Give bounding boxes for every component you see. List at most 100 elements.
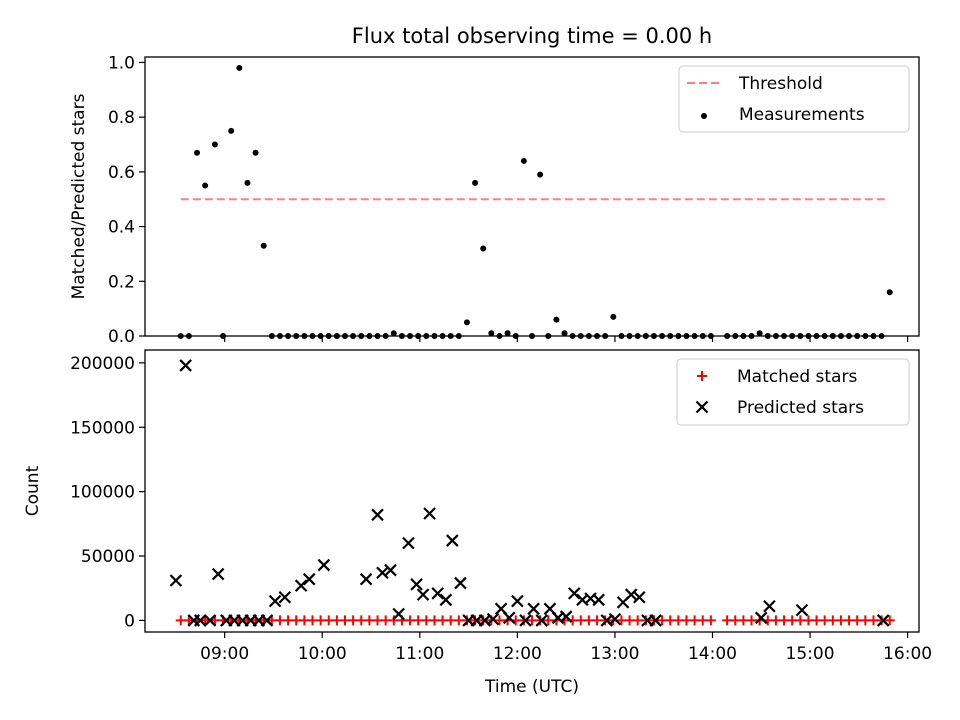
predicted-point bbox=[317, 558, 331, 572]
measurement-point bbox=[398, 333, 405, 339]
measurement-point bbox=[748, 333, 755, 339]
measurement-point bbox=[537, 171, 544, 178]
measurement-point bbox=[455, 333, 462, 339]
predicted-point bbox=[169, 574, 183, 587]
measurement-point bbox=[342, 333, 349, 339]
measurement-point bbox=[854, 333, 861, 339]
y-tick-label: 100000 bbox=[70, 483, 135, 503]
measurement-point bbox=[415, 333, 422, 339]
measurement-point bbox=[602, 333, 609, 339]
measurement-point bbox=[431, 333, 438, 339]
predicted-point bbox=[649, 614, 662, 627]
predicted-point bbox=[439, 593, 453, 607]
measurement-point bbox=[366, 333, 373, 339]
x-tick-label: 15:00 bbox=[786, 644, 835, 664]
predicted-point bbox=[519, 614, 532, 627]
y-tick-label: 0 bbox=[124, 611, 135, 631]
predicted-point bbox=[511, 594, 524, 608]
measurement-point bbox=[699, 333, 706, 339]
measurement-point bbox=[813, 333, 820, 339]
measurement-point bbox=[252, 149, 259, 156]
predicted-point bbox=[359, 572, 373, 586]
x-tick-label: 09:00 bbox=[200, 644, 249, 664]
y-tick-label: 1.0 bbox=[108, 53, 135, 73]
x-tick-label: 14:00 bbox=[688, 644, 737, 664]
measurement-point bbox=[878, 333, 885, 339]
measurement-point bbox=[194, 149, 201, 156]
predicted-point bbox=[763, 599, 776, 613]
measurement-point bbox=[862, 333, 869, 339]
measurement-point bbox=[764, 333, 771, 339]
measurement-point bbox=[202, 182, 209, 189]
measurement-point bbox=[390, 330, 397, 337]
measurement-point bbox=[333, 333, 340, 339]
measurement-point bbox=[650, 333, 657, 339]
predicted-point bbox=[211, 567, 225, 581]
x-tick-label: 12:00 bbox=[493, 644, 542, 664]
measurement-point bbox=[610, 313, 617, 320]
measurement-point bbox=[724, 333, 731, 339]
measurement-point bbox=[667, 333, 674, 339]
measurement-point bbox=[789, 333, 796, 339]
measurement-point bbox=[642, 333, 649, 339]
predicted-point bbox=[567, 587, 581, 600]
y-tick-label: 50000 bbox=[81, 547, 135, 567]
predicted-point bbox=[302, 572, 316, 586]
y-axis-label: Matched/Predicted stars bbox=[69, 93, 89, 299]
measurement-point bbox=[472, 179, 479, 186]
ratio-panel: 0.0 0.2 0.4 0.6 0.8 1.0 Matched/Predicted star… bbox=[69, 53, 920, 347]
measurement-point bbox=[260, 242, 267, 249]
predicted-point bbox=[402, 536, 415, 550]
legend-measurement-swatch bbox=[701, 113, 707, 119]
measurement-point bbox=[545, 333, 552, 339]
legend-box bbox=[678, 65, 910, 133]
measurement-point bbox=[301, 333, 308, 339]
matched-point bbox=[884, 615, 895, 626]
measurement-point bbox=[740, 333, 747, 339]
measurement-point bbox=[683, 333, 690, 339]
measurement-point bbox=[870, 333, 877, 339]
plot-frame bbox=[144, 349, 920, 633]
predicted-point bbox=[592, 593, 605, 607]
measurement-point bbox=[569, 333, 576, 339]
measurement-point bbox=[220, 333, 227, 339]
legend-label: Measurements bbox=[739, 105, 865, 125]
measurement-point bbox=[585, 333, 592, 339]
count-panel: 09:00 10:00 11:00 12:00 13:00 14:00 15:00 16:00… bbox=[23, 349, 932, 697]
measurement-point bbox=[561, 330, 568, 337]
measurement-point bbox=[236, 64, 243, 71]
predicted-point bbox=[384, 563, 397, 577]
measurement-point bbox=[480, 245, 487, 252]
measurement-point bbox=[846, 333, 853, 339]
measurement-point bbox=[407, 333, 414, 339]
y-tick-label: 0.8 bbox=[108, 108, 135, 128]
predicted-point bbox=[559, 610, 573, 623]
measurement-point bbox=[732, 333, 739, 339]
measurement-point bbox=[276, 333, 283, 339]
legend-label: Threshold bbox=[738, 74, 823, 94]
predicted-point bbox=[278, 590, 292, 604]
measurement-point bbox=[439, 333, 446, 339]
measurement-point bbox=[512, 333, 519, 339]
measurement-point bbox=[317, 333, 324, 339]
measurement-point bbox=[756, 330, 763, 337]
predicted-point bbox=[431, 587, 444, 600]
predicted-point bbox=[203, 614, 217, 627]
measurement-point bbox=[228, 127, 235, 134]
measurement-point bbox=[177, 333, 184, 339]
measurement-point bbox=[211, 141, 218, 148]
legend-label: Predicted stars bbox=[737, 398, 864, 418]
measurement-point bbox=[374, 333, 381, 339]
measurement-point bbox=[618, 333, 625, 339]
matched-point bbox=[705, 615, 716, 626]
predicted-point bbox=[194, 614, 207, 627]
predicted-point bbox=[376, 566, 389, 580]
legend-predicted-swatch bbox=[695, 400, 709, 414]
predicted-point bbox=[410, 578, 423, 591]
measurement-point bbox=[504, 330, 511, 337]
y-tick-label: 0.2 bbox=[108, 272, 135, 292]
y-axis-label: Count bbox=[23, 465, 43, 516]
predicted-point bbox=[392, 607, 405, 621]
measurement-point bbox=[185, 333, 192, 339]
